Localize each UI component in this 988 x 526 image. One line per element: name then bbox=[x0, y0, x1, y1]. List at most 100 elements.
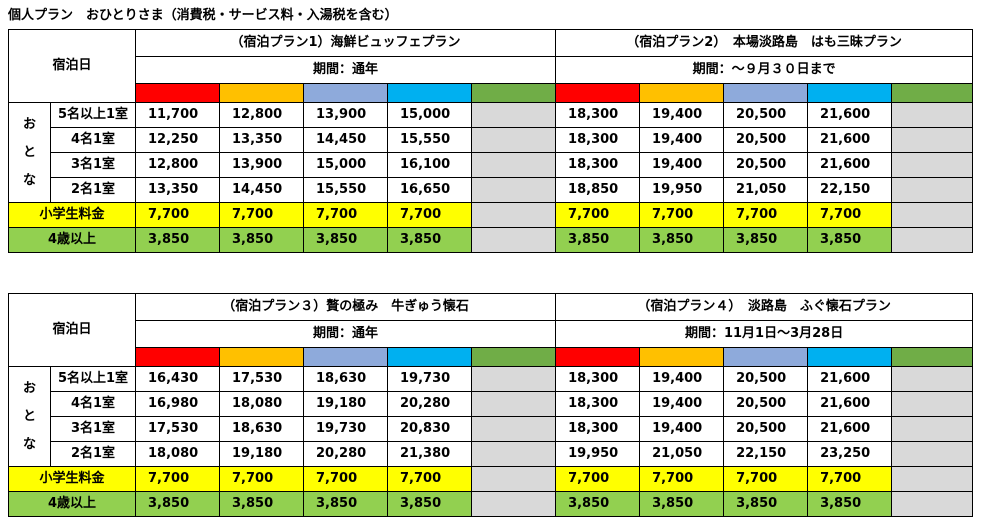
empty-rate-cell bbox=[471, 202, 557, 228]
elementary-price-cell: 7,700 bbox=[639, 466, 725, 492]
price-cell: 18,080 bbox=[135, 441, 221, 467]
price-cell: 19,730 bbox=[387, 366, 473, 392]
price-cell: 18,630 bbox=[219, 416, 305, 442]
price-cell: 13,900 bbox=[219, 152, 305, 178]
price-cell: 20,280 bbox=[303, 441, 389, 467]
elementary-price-cell: 7,700 bbox=[555, 202, 641, 228]
adult-label-char: と bbox=[22, 408, 36, 424]
age4-price-cell: 3,850 bbox=[723, 491, 809, 517]
price-cell: 21,600 bbox=[807, 127, 893, 153]
price-cell: 18,300 bbox=[555, 366, 641, 392]
age4-price-cell: 3,850 bbox=[807, 491, 893, 517]
price-cell: 20,500 bbox=[723, 391, 809, 417]
price-cell: 16,980 bbox=[135, 391, 221, 417]
elementary-price-cell: 7,700 bbox=[723, 202, 809, 228]
price-cell: 15,550 bbox=[387, 127, 473, 153]
price-cell: 15,550 bbox=[303, 177, 389, 203]
elementary-price-cell: 7,700 bbox=[219, 466, 305, 492]
price-cell: 22,150 bbox=[807, 177, 893, 203]
price-cell: 18,630 bbox=[303, 366, 389, 392]
room-type-label: 3名1室 bbox=[49, 152, 137, 178]
price-cell: 19,400 bbox=[639, 152, 725, 178]
price-cell: 20,500 bbox=[723, 127, 809, 153]
rate-color-swatch bbox=[639, 83, 725, 103]
empty-rate-cell bbox=[471, 127, 557, 153]
price-cell: 22,150 bbox=[723, 441, 809, 467]
empty-rate-cell bbox=[891, 366, 974, 392]
adult-label: おとな bbox=[8, 102, 51, 203]
plan-period: 期間：～９月３０日まで bbox=[555, 56, 974, 84]
price-cell: 13,350 bbox=[135, 177, 221, 203]
rate-color-swatch bbox=[219, 347, 305, 367]
empty-rate-cell bbox=[891, 177, 974, 203]
empty-rate-cell bbox=[471, 227, 557, 253]
age4-price-cell: 3,850 bbox=[807, 227, 893, 253]
price-cell: 12,800 bbox=[219, 102, 305, 128]
empty-rate-cell bbox=[891, 391, 974, 417]
plan-period: 期間：通年 bbox=[135, 56, 557, 84]
empty-rate-cell bbox=[891, 127, 974, 153]
rate-color-swatch bbox=[891, 347, 974, 367]
price-cell: 20,500 bbox=[723, 416, 809, 442]
age4-price-cell: 3,850 bbox=[555, 227, 641, 253]
rate-color-swatch bbox=[723, 347, 809, 367]
age4-price-cell: 3,850 bbox=[219, 491, 305, 517]
room-type-label: 4名1室 bbox=[49, 391, 137, 417]
price-cell: 18,300 bbox=[555, 102, 641, 128]
price-cell: 12,800 bbox=[135, 152, 221, 178]
price-cell: 19,400 bbox=[639, 391, 725, 417]
elementary-price-cell: 7,700 bbox=[135, 466, 221, 492]
price-cell: 21,600 bbox=[807, 102, 893, 128]
price-cell: 19,180 bbox=[303, 391, 389, 417]
empty-rate-cell bbox=[891, 441, 974, 467]
empty-rate-cell bbox=[891, 227, 974, 253]
price-cell: 16,100 bbox=[387, 152, 473, 178]
price-cell: 23,250 bbox=[807, 441, 893, 467]
price-cell: 13,900 bbox=[303, 102, 389, 128]
price-cell: 12,250 bbox=[135, 127, 221, 153]
elementary-price-cell: 7,700 bbox=[387, 466, 473, 492]
rate-color-swatch bbox=[639, 347, 725, 367]
rate-color-swatch bbox=[303, 347, 389, 367]
rate-color-swatch bbox=[891, 83, 974, 103]
price-cell: 19,400 bbox=[639, 416, 725, 442]
price-cell: 19,400 bbox=[639, 366, 725, 392]
elementary-price-cell: 7,700 bbox=[219, 202, 305, 228]
room-type-label: 4名1室 bbox=[49, 127, 137, 153]
adult-label-char: お bbox=[22, 380, 36, 396]
price-cell: 21,050 bbox=[723, 177, 809, 203]
age4-price-cell: 3,850 bbox=[303, 491, 389, 517]
rate-color-swatch bbox=[387, 83, 473, 103]
rate-color-swatch bbox=[219, 83, 305, 103]
price-cell: 20,830 bbox=[387, 416, 473, 442]
rate-color-swatch bbox=[303, 83, 389, 103]
rate-color-swatch bbox=[135, 347, 221, 367]
price-cell: 18,080 bbox=[219, 391, 305, 417]
plan-name: （宿泊プラン４） 淡路島 ふぐ懐石プラン bbox=[555, 293, 974, 321]
rate-color-swatch bbox=[471, 83, 557, 103]
room-type-label: 5名以上1室 bbox=[49, 366, 137, 392]
room-type-label: 3名1室 bbox=[49, 416, 137, 442]
empty-rate-cell bbox=[891, 202, 974, 228]
price-cell: 18,300 bbox=[555, 152, 641, 178]
price-cell: 20,280 bbox=[387, 391, 473, 417]
price-cell: 15,000 bbox=[303, 152, 389, 178]
price-cell: 11,700 bbox=[135, 102, 221, 128]
elementary-price-cell: 7,700 bbox=[555, 466, 641, 492]
price-cell: 14,450 bbox=[219, 177, 305, 203]
elementary-label: 小学生料金 bbox=[7, 202, 137, 228]
empty-rate-cell bbox=[891, 491, 974, 517]
adult-label-char: と bbox=[22, 144, 36, 160]
price-cell: 21,050 bbox=[639, 441, 725, 467]
price-cell: 19,950 bbox=[555, 441, 641, 467]
room-type-label: 2名1室 bbox=[49, 441, 137, 467]
price-cell: 21,600 bbox=[807, 416, 893, 442]
plan-name: （宿泊プラン1）海鮮ビュッフェプラン bbox=[135, 29, 557, 57]
adult-label-char: な bbox=[22, 436, 36, 452]
price-cell: 19,400 bbox=[639, 102, 725, 128]
empty-rate-cell bbox=[471, 152, 557, 178]
elementary-price-cell: 7,700 bbox=[303, 202, 389, 228]
lodging-date-label: 宿泊日 bbox=[7, 29, 137, 103]
empty-rate-cell bbox=[471, 177, 557, 203]
age4-price-cell: 3,850 bbox=[303, 227, 389, 253]
